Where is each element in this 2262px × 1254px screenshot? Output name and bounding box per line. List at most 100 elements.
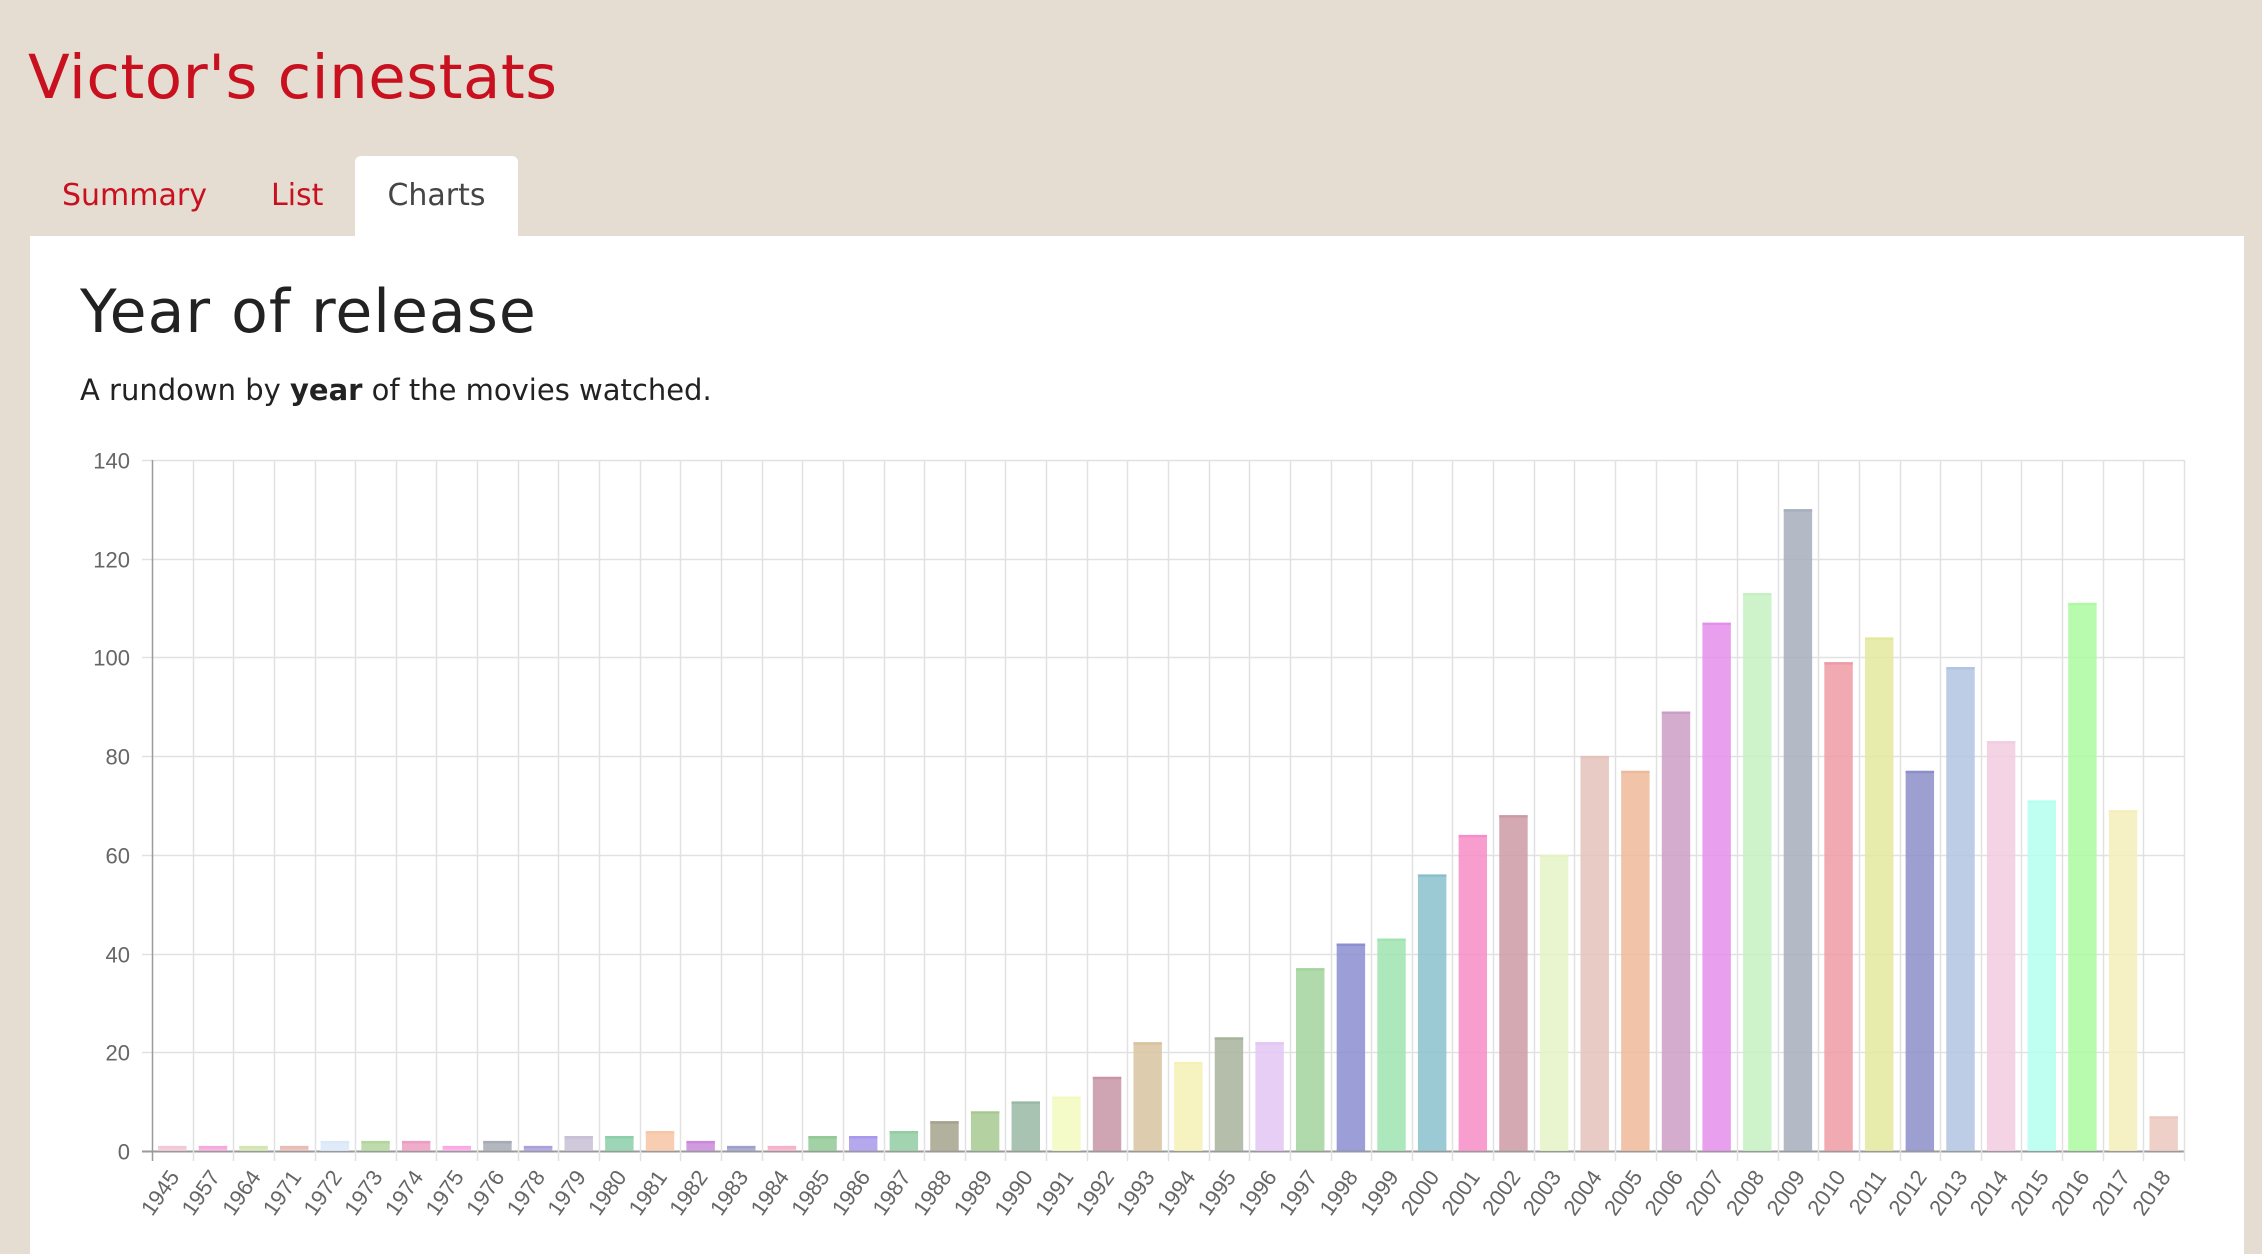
x-tick-label: 2002 [1477,1166,1526,1220]
bar [1539,854,1569,1151]
x-tick-label: 2009 [1761,1166,1810,1220]
bar [442,1146,472,1151]
x-tick-label: 1993 [1111,1166,1160,1220]
bar [605,1136,634,1151]
bar [1092,1076,1122,1151]
section-subtitle: A rundown by year of the movies watched. [80,370,712,410]
bar [483,1141,512,1151]
x-tick-label: 1981 [624,1166,673,1220]
bar [1986,741,2016,1151]
x-tick-label: 1971 [258,1166,307,1220]
x-tick-label: 1974 [380,1166,429,1220]
y-tick-label: 20 [106,1041,130,1066]
subtitle-text-end: of the movies watched. [362,373,712,407]
bar [930,1121,959,1151]
bar [1499,815,1528,1151]
bar [239,1146,268,1151]
bar [1255,1042,1284,1151]
content-panel: Year of release A rundown by year of the… [30,236,2244,1254]
bar [523,1146,553,1151]
bar [686,1141,715,1151]
bar [1377,938,1406,1151]
x-tick-label: 1999 [1355,1166,1404,1220]
bar [1580,756,1609,1151]
bar [1011,1101,1040,1151]
bar [2027,800,2056,1151]
x-tick-label: 2003 [1518,1166,1567,1220]
bar [158,1146,187,1151]
x-tick-label: 2011 [1844,1166,1892,1219]
x-tick-label: 1973 [339,1166,388,1220]
bar [280,1146,309,1151]
bar [1336,943,1366,1151]
bar [1783,509,1813,1151]
bar [1824,662,1853,1151]
bar [1417,874,1447,1151]
bar [1621,770,1650,1151]
x-tick-label: 1997 [1274,1166,1323,1220]
bar [727,1146,756,1151]
y-tick-label: 80 [106,745,130,770]
x-tick-label: 1994 [1152,1166,1201,1220]
y-tick-label: 100 [93,646,130,671]
tab-summary[interactable]: Summary [62,178,207,213]
y-tick-label: 140 [93,449,130,474]
x-tick-label: 2008 [1721,1166,1770,1220]
x-tick-label: 2004 [1558,1166,1607,1220]
y-tick-label: 0 [118,1140,130,1165]
bar [808,1136,837,1151]
bar [1133,1042,1162,1151]
bar [1052,1096,1081,1151]
x-tick-label: 1957 [176,1166,225,1220]
x-tick-label: 2007 [1680,1166,1729,1220]
section-title: Year of release [80,277,537,347]
bar [1946,667,1975,1151]
x-tick-label: 1992 [1071,1166,1120,1220]
x-tick-label: 1978 [502,1166,551,1220]
bar [1864,637,1894,1151]
bar [889,1131,919,1151]
x-tick-label: 1984 [745,1166,794,1220]
x-tick-label: 2000 [1396,1166,1445,1220]
nav-tabs: Summary List Charts [30,156,518,236]
x-tick-label: 1979 [542,1166,591,1220]
x-tick-label: 1964 [217,1166,266,1220]
bar [1743,593,1772,1151]
y-tick-label: 120 [93,548,130,573]
bar [1296,968,1325,1151]
subtitle-keyword: year [290,373,363,407]
x-tick-label: 2018 [2127,1166,2176,1220]
x-tick-label: 1987 [867,1166,916,1220]
x-tick-label: 1991 [1030,1166,1079,1220]
x-tick-label: 1996 [1233,1166,1282,1220]
x-tick-label: 1985 [786,1166,835,1220]
x-tick-label: 1998 [1314,1166,1363,1220]
tab-list[interactable]: List [270,178,324,213]
bar [1905,770,1935,1151]
x-tick-label: 1975 [420,1166,469,1220]
x-tick-label: 2006 [1640,1166,1689,1220]
x-tick-label: 2012 [1883,1166,1932,1220]
bar [1458,835,1488,1151]
x-tick-label: 1990 [989,1166,1038,1220]
bar [320,1141,350,1151]
subtitle-text-start: A rundown by [80,373,290,407]
bar [361,1141,390,1151]
x-tick-label: 1988 [908,1166,957,1220]
bar [1661,711,1691,1151]
bar [401,1141,431,1151]
x-tick-label: 2016 [2046,1166,2095,1220]
x-tick-label: 1989 [949,1166,998,1220]
y-tick-label: 60 [106,844,130,869]
bar [970,1111,1000,1151]
bar [564,1136,593,1151]
x-tick-label: 1980 [583,1166,632,1220]
x-tick-label: 1995 [1192,1166,1241,1220]
tab-charts[interactable]: Charts [355,156,518,236]
x-tick-label: 2014 [1965,1166,2014,1220]
x-tick-label: 1983 [705,1166,754,1220]
x-tick-label: 2005 [1599,1166,1648,1220]
bar [198,1146,228,1151]
x-tick-label: 2013 [1924,1166,1973,1220]
bar [645,1131,675,1151]
